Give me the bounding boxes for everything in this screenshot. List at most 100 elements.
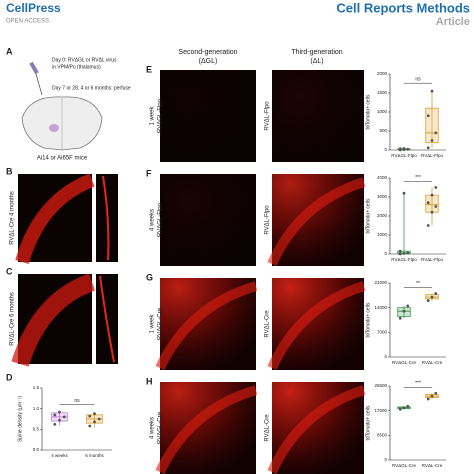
data-point xyxy=(53,422,57,426)
column-header: Second-generation xyxy=(178,49,237,56)
article-kind: Article xyxy=(436,16,470,28)
row-caption: RVΔGL-Flpo xyxy=(158,202,164,237)
data-point xyxy=(398,249,402,253)
data-point xyxy=(58,418,61,422)
data-point xyxy=(93,412,96,416)
panel-label: C xyxy=(6,266,13,276)
brain-section xyxy=(21,96,103,151)
significance: ** xyxy=(416,281,420,287)
y-tick-label: 1500 xyxy=(377,90,388,95)
y-axis-label: tdTomato+ cells xyxy=(365,302,371,337)
x-tick-label: RVΔL-Flpo xyxy=(421,153,443,158)
data-point xyxy=(426,224,430,227)
micrograph-signal xyxy=(160,174,256,266)
data-point xyxy=(402,309,406,313)
significance: *** xyxy=(415,381,421,387)
y-tick-label: 17000 xyxy=(374,408,387,413)
data-point xyxy=(430,394,434,398)
row-caption: 4 weeks xyxy=(150,209,156,231)
panel-label: D xyxy=(6,372,13,382)
y-tick-label: 1.5 xyxy=(33,385,40,390)
data-point xyxy=(88,414,92,418)
micrograph-signal xyxy=(272,70,364,162)
panel-label: G xyxy=(146,272,153,282)
y-tick-label: 2000 xyxy=(377,71,388,76)
y-axis-label: Spine density (μm⁻¹) xyxy=(17,396,23,442)
micrograph-layer xyxy=(155,281,258,371)
data-point xyxy=(58,410,61,414)
row-caption: RVΔL-Cre xyxy=(265,310,271,338)
data-point xyxy=(426,299,430,303)
x-tick-label: RVΔL-Cre xyxy=(422,463,443,468)
data-point xyxy=(434,186,438,189)
row-caption: RVΔL-Flpo xyxy=(265,101,271,131)
data-point xyxy=(434,391,438,395)
y-tick-label: 0.0 xyxy=(33,447,40,452)
protocol-text: Day 7 or 28, 4 or 6 months: perfuse xyxy=(52,85,131,91)
y-tick-label: 8500 xyxy=(377,433,388,438)
panel-label: E xyxy=(146,64,152,74)
y-tick-label: 7000 xyxy=(377,330,388,335)
y-tick-label: 14000 xyxy=(374,305,387,310)
row-caption: RVΔL-Cre 4 months xyxy=(10,191,16,245)
data-point xyxy=(88,424,92,428)
y-tick-label: 2000 xyxy=(377,213,388,218)
data-point xyxy=(426,114,430,118)
panel-label: B xyxy=(6,166,13,176)
y-tick-label: 3000 xyxy=(377,194,388,199)
y-tick-label: 0 xyxy=(384,147,387,152)
data-point xyxy=(430,295,434,299)
data-point xyxy=(398,147,402,151)
row-caption: RVΔGL-Flpo xyxy=(158,98,164,133)
data-point xyxy=(402,406,406,410)
y-axis-label: tdTomato+ cells xyxy=(365,198,371,233)
x-tick-label: RVΔL-Cre xyxy=(422,360,443,365)
significance: ns xyxy=(415,77,421,83)
row-caption: RVΔGL-Cre xyxy=(158,411,164,444)
panel-label: H xyxy=(146,376,153,386)
data-point xyxy=(430,139,434,142)
micrograph-signal xyxy=(160,70,256,162)
dendrite xyxy=(102,175,110,261)
panel-label: A xyxy=(6,46,13,56)
y-tick-label: 0.5 xyxy=(33,427,40,432)
mice-text: Ai14 or Ai65F mice xyxy=(37,156,88,162)
micrograph-layer xyxy=(155,385,258,474)
protocol-text: Day 0: RVΔGL or RVΔL virus xyxy=(52,57,117,63)
data-point xyxy=(426,146,430,150)
row-caption: RVΔL-Flpo xyxy=(265,205,271,235)
data-point xyxy=(406,147,410,151)
micrograph-signal xyxy=(11,273,96,367)
y-tick-label: 21000 xyxy=(374,280,387,285)
data-point xyxy=(430,210,434,214)
publisher: CellPress xyxy=(6,1,61,15)
x-tick-label: RVΔGL-Cre xyxy=(392,463,416,468)
y-tick-label: 1.0 xyxy=(33,406,40,411)
x-tick-label: RVΔL-Flpo xyxy=(421,257,443,262)
x-tick-label: 6 months xyxy=(85,453,104,458)
panel-label: F xyxy=(146,168,152,178)
box xyxy=(425,107,439,143)
micrograph-layer xyxy=(267,177,366,267)
row-caption: 4 weeks xyxy=(150,417,156,439)
data-point xyxy=(398,407,402,411)
x-tick-label: RVΔGL-Flpo xyxy=(391,257,417,262)
dendrite xyxy=(99,275,115,363)
syringe xyxy=(29,61,43,96)
data-point xyxy=(402,147,406,150)
y-tick-label: 1000 xyxy=(377,109,388,114)
y-tick-label: 1000 xyxy=(377,232,388,237)
x-tick-label: RVΔGL-Flpo xyxy=(391,153,417,158)
data-point xyxy=(93,420,96,424)
y-tick-label: 500 xyxy=(379,128,387,133)
row-caption: 1 week xyxy=(150,105,156,125)
data-point xyxy=(430,89,434,93)
data-point xyxy=(402,252,406,255)
column-header: (ΔL) xyxy=(310,58,323,65)
row-caption: 1 week xyxy=(150,313,156,333)
column-header: Third-generation xyxy=(291,49,342,56)
access: OPEN ACCESS xyxy=(6,19,49,25)
data-point xyxy=(97,417,101,421)
data-point xyxy=(406,251,410,255)
y-tick-label: 25500 xyxy=(374,383,387,388)
